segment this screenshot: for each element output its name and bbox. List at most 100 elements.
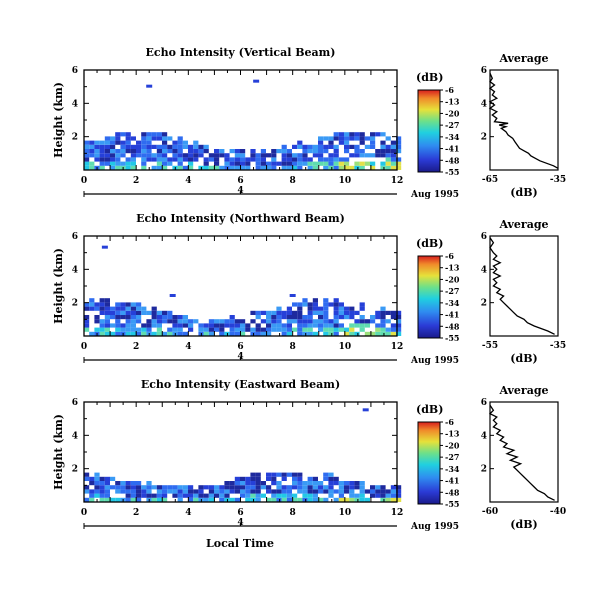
echo-cell	[344, 140, 350, 145]
echo-cell	[94, 144, 100, 149]
echo-cell	[359, 149, 365, 154]
echo-layer	[84, 408, 402, 502]
echo-cell	[380, 493, 386, 498]
echo-cell	[333, 481, 339, 486]
echo-cell	[276, 485, 282, 490]
echo-cell	[307, 165, 313, 170]
echo-cell	[302, 323, 308, 328]
echo-cell	[333, 132, 339, 137]
echo-cell	[84, 323, 90, 328]
echo-cell	[297, 472, 303, 477]
echo-cell	[333, 153, 339, 158]
echo-cell	[104, 485, 110, 490]
echo-cell	[271, 493, 277, 498]
echo-cell	[162, 140, 168, 145]
echo-cell	[255, 157, 261, 162]
echo-cell	[172, 140, 178, 145]
echo-cell	[307, 149, 313, 154]
echo-cell	[338, 157, 344, 162]
average-y-tick-label: 6	[481, 232, 487, 242]
echo-cell	[338, 161, 344, 166]
echo-cell	[167, 136, 173, 141]
echo-cell	[141, 489, 147, 494]
echo-cell	[146, 144, 152, 149]
echo-cell	[120, 153, 126, 158]
echo-cell	[120, 485, 126, 490]
echo-cell	[396, 144, 402, 149]
echo-cell	[120, 315, 126, 320]
colorbar	[417, 255, 441, 339]
echo-cell	[354, 310, 360, 315]
echo-cell	[182, 153, 188, 158]
echo-cell	[380, 165, 386, 170]
echo-cell	[344, 165, 350, 170]
echo-cell	[99, 310, 105, 315]
echo-cell	[364, 323, 370, 328]
echo-cell	[182, 140, 188, 145]
echo-cell	[219, 319, 225, 324]
echo-cell	[307, 161, 313, 166]
echo-cell	[390, 149, 396, 154]
echo-cell	[214, 493, 220, 498]
echo-cell	[198, 153, 204, 158]
echo-cell	[84, 306, 90, 311]
echo-cell	[359, 481, 365, 486]
echo-cell	[266, 310, 272, 315]
echo-cell	[344, 144, 350, 149]
echo-cell	[151, 323, 157, 328]
echo-cell	[162, 489, 168, 494]
echo-cell	[359, 136, 365, 141]
echo-cell	[229, 319, 235, 324]
echo-cell	[396, 331, 402, 336]
echo-cell	[281, 157, 287, 162]
echo-cell	[380, 132, 386, 137]
xlabel-local-time: Local Time	[206, 537, 274, 550]
echo-cell	[328, 302, 334, 307]
echo-cell	[177, 140, 183, 145]
echo-cell	[84, 489, 90, 494]
echo-cell	[307, 315, 313, 320]
echo-cell	[354, 149, 360, 154]
echo-cell	[177, 153, 183, 158]
echo-cell	[302, 144, 308, 149]
echo-cell	[177, 165, 183, 170]
echo-cell	[94, 489, 100, 494]
echo-cell	[297, 331, 303, 336]
average-y-tick-label: 2	[481, 299, 487, 309]
echo-cell	[136, 310, 142, 315]
echo-cell	[323, 485, 329, 490]
echo-cell	[141, 331, 147, 336]
echo-cell	[266, 497, 272, 502]
echo-cell	[281, 331, 287, 336]
colorbar-tick-label: -48	[445, 487, 460, 497]
echo-cell	[104, 306, 110, 311]
echo-cell	[203, 485, 209, 490]
y-tick-label: 2	[72, 299, 78, 309]
echo-cell	[104, 157, 110, 162]
echo-cell	[271, 489, 277, 494]
echo-cell	[115, 306, 121, 311]
echo-cell	[396, 315, 402, 320]
echo-cell	[380, 310, 386, 315]
echo-cell	[224, 323, 230, 328]
echo-cell	[390, 144, 396, 149]
echo-cell	[260, 481, 266, 486]
echo-cell	[229, 497, 235, 502]
echo-cell	[172, 323, 178, 328]
echo-cell	[260, 149, 266, 154]
echo-cell	[333, 323, 339, 328]
echo-cell	[344, 327, 350, 332]
echo-cell	[349, 306, 355, 311]
echo-cell	[224, 319, 230, 324]
echo-cell	[110, 149, 116, 154]
echo-cell	[94, 149, 100, 154]
echo-cell	[84, 476, 90, 481]
echo-cell	[151, 157, 157, 162]
colorbar-tick-label: -41	[445, 144, 459, 154]
echo-cell	[141, 140, 147, 145]
echo-cell	[120, 132, 126, 137]
average-y-tick-label: 6	[481, 66, 487, 76]
echo-cell	[338, 132, 344, 137]
echo-cell	[115, 327, 121, 332]
echo-cell	[281, 476, 287, 481]
